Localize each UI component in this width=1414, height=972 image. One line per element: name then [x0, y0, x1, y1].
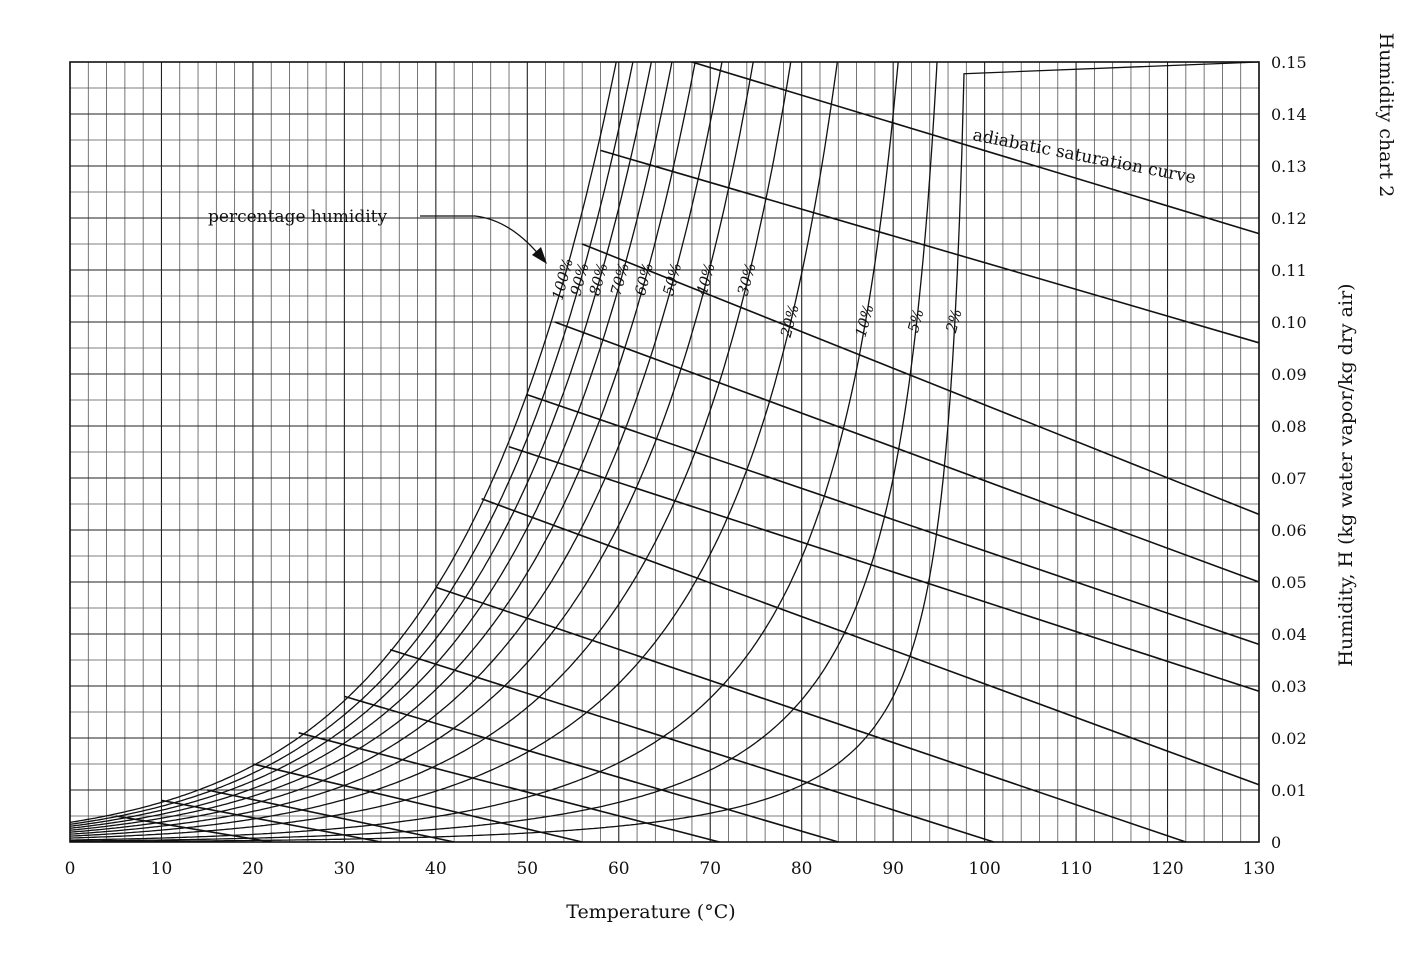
humidity-curve-50: [69, 61, 723, 833]
adiabatic-line: [389, 648, 995, 843]
y-tick-label: 0.13: [1271, 157, 1307, 176]
adiabatic-line: [527, 394, 1260, 646]
x-tick-label: 50: [516, 859, 538, 879]
x-tick-label: 120: [1151, 859, 1183, 879]
y-tick-label: 0.06: [1271, 521, 1307, 540]
y-tick-label: 0.05: [1271, 573, 1307, 592]
humidity-curve-30: [69, 61, 792, 837]
humidity-curve-label: 20%: [777, 302, 803, 340]
chart-side-title: Humidity chart 2: [1375, 33, 1397, 198]
x-tick-label: 130: [1243, 859, 1275, 879]
grid: [69, 61, 1260, 843]
percentage-humidity-annotation: percentage humidity: [208, 207, 547, 264]
x-tick-label: 40: [425, 859, 447, 879]
adiabatic-line: [435, 586, 1187, 843]
percentage-humidity-label: percentage humidity: [208, 207, 388, 227]
humidity-curve-label: 60%: [631, 261, 657, 298]
humidity-curve-40: [69, 61, 754, 835]
x-tick-label: 100: [968, 859, 1000, 879]
humidity-curve-90: [69, 61, 634, 825]
humidity-curve-10: [70, 61, 899, 841]
y-tick-label: 0.07: [1271, 469, 1307, 488]
y-tick-label: 0.15: [1271, 53, 1307, 72]
percentage-humidity-curves: 100%90%80%70%60% 50% 40% 30%20% 10% 5% 2%: [69, 61, 1260, 843]
arrow-head-icon: [532, 247, 547, 264]
adiabatic-line: [508, 446, 1260, 692]
humidity-curve-label: 10%: [852, 302, 878, 339]
x-tick-label: 20: [242, 859, 264, 879]
humidity-curve-5: [70, 61, 938, 842]
y-axis-label: Humidity, H (kg water vapor/kg dry air): [1335, 283, 1357, 666]
humidity-curve-label: 5%: [904, 307, 928, 335]
y-tick-label: 0.08: [1271, 417, 1307, 436]
x-tick-label: 60: [608, 859, 630, 879]
percentage-humidity-arrow: [420, 215, 541, 257]
adiabatic-saturation-lines: [115, 61, 1260, 843]
x-tick-label: 90: [882, 859, 904, 879]
y-tick-label: 0: [1271, 833, 1281, 852]
adiabatic-line: [554, 321, 1260, 583]
x-tick-label: 80: [791, 859, 813, 879]
y-tick-label: 0.02: [1271, 729, 1307, 748]
humidity-curve-20: [69, 61, 838, 839]
y-tick-label: 0.01: [1271, 781, 1307, 800]
y-tick-label: 0.04: [1271, 625, 1307, 644]
y-tick-label: 0.09: [1271, 365, 1307, 384]
adiabatic-line: [298, 732, 720, 843]
x-tick-label: 0: [65, 859, 76, 879]
y-tick-label: 0.14: [1271, 105, 1307, 124]
axis-ticks: 0 10 20 30 40 50 60 70 80 90 100 110 120 130 0 0.01 0.02…: [65, 53, 1307, 879]
y-tick-label: 0.10: [1271, 313, 1307, 332]
plot-frame: [69, 61, 1260, 843]
humidity-curve-70: [69, 61, 673, 829]
humidity-curve-80: [69, 61, 652, 827]
y-tick-label: 0.11: [1271, 261, 1307, 280]
adiabatic-line: [600, 149, 1260, 344]
x-tick-label: 30: [334, 859, 356, 879]
humidity-curve-100: [69, 61, 617, 824]
adiabatic-line: [115, 815, 272, 843]
x-tick-label: 10: [151, 859, 173, 879]
y-tick-label: 0.03: [1271, 677, 1307, 696]
x-axis-label: Temperature (°C): [566, 901, 735, 923]
adiabatic-line: [581, 243, 1260, 516]
adiabatic-line: [252, 763, 583, 843]
adiabatic-line: [481, 498, 1260, 786]
humidity-curve-label: 40%: [693, 261, 719, 299]
x-tick-label: 110: [1060, 859, 1092, 879]
humidity-curve-60: [69, 61, 696, 831]
humidity-curve-label: 2%: [942, 307, 966, 336]
x-tick-label: 70: [699, 859, 721, 879]
adiabatic-line: [344, 695, 839, 843]
y-tick-label: 0.12: [1271, 209, 1307, 228]
humidity-curve-label: 50%: [659, 261, 685, 298]
humidity-curve-label: 30%: [734, 261, 760, 298]
humidity-curve-2: [70, 61, 1260, 843]
